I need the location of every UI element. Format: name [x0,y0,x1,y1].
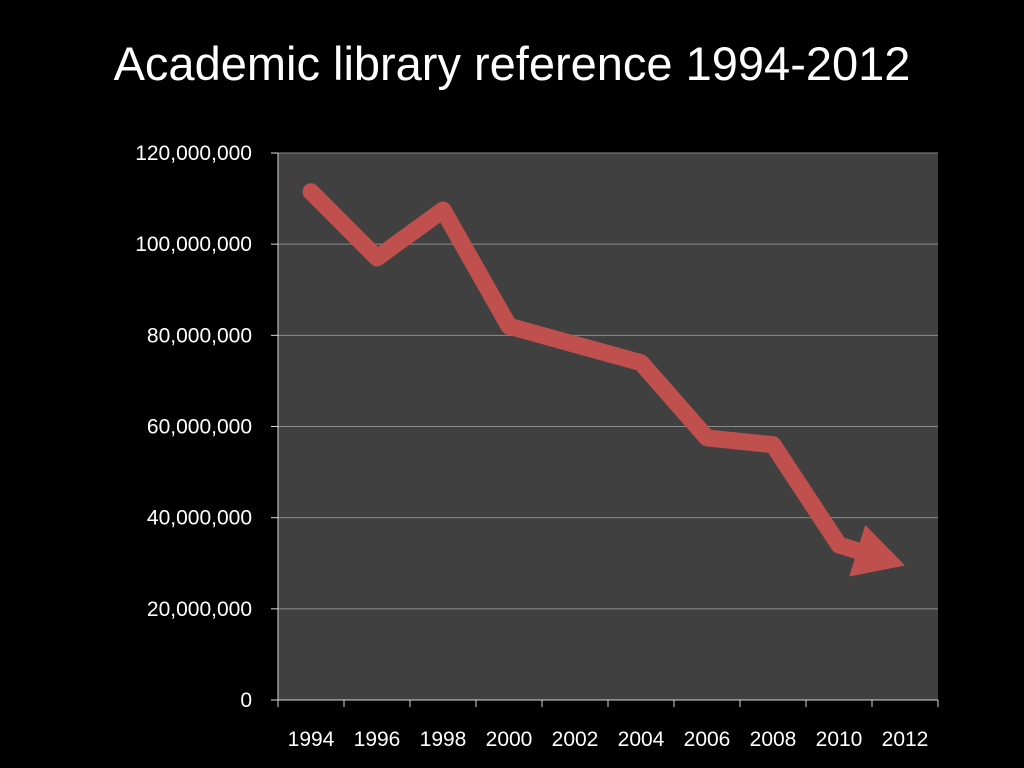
x-tick-label: 1994 [288,728,335,751]
arrowhead-marker [849,524,905,577]
y-tick-label: 40,000,000 [147,507,252,530]
x-tick-label: 2010 [816,728,863,751]
y-tick-label: 60,000,000 [147,416,252,439]
x-tick-label: 2008 [750,728,797,751]
y-tick-label: 120,000,000 [135,142,252,165]
x-tick-label: 2012 [882,728,929,751]
x-tick-label: 2006 [684,728,731,751]
y-tick-label: 100,000,000 [135,233,252,256]
y-axis-tick-labels: 0 20,000,000 40,000,000 60,000,000 80,000,00… [135,142,252,712]
x-tick-label: 2000 [486,728,533,751]
x-tick-label: 2004 [618,728,665,751]
x-tick-label: 1998 [420,728,467,751]
y-tick-label: 0 [240,689,252,712]
x-tick-label: 1996 [354,728,401,751]
series-layer [302,183,905,577]
x-tick-label: 2002 [552,728,599,751]
chart-title: Academic library reference 1994-2012 [113,37,911,90]
series-line [302,183,866,560]
x-axis-tick-labels: 1994 1996 1998 2000 2002 2004 2006 2008 2010 2012 [288,728,929,751]
axes [277,153,939,707]
y-tick-label: 80,000,000 [147,324,252,347]
y-tick-label: 20,000,000 [147,598,252,621]
